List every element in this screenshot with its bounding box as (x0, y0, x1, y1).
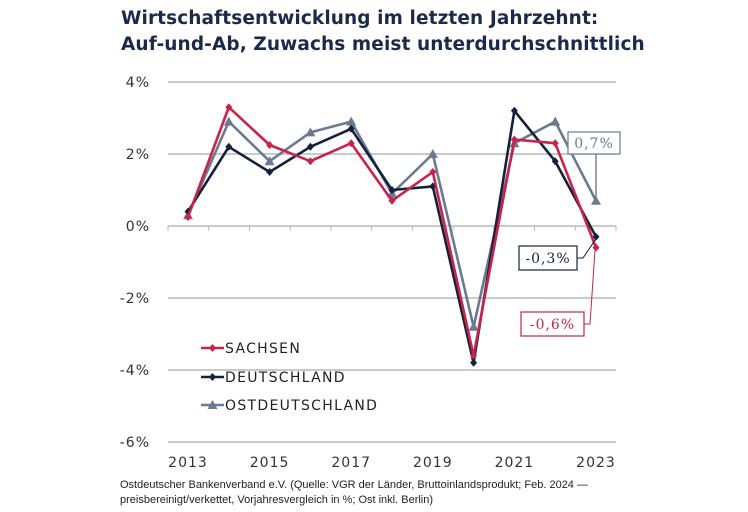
x-tick-label: 2015 (250, 455, 290, 471)
data-point-sachsen (266, 141, 274, 149)
y-axis-ticks: 4% 2% 0% -2% -4% -6% (120, 75, 150, 451)
annotation-deutschland: -0,3% (518, 238, 597, 271)
data-point-deutschland (551, 157, 559, 166)
data-point-sachsen (388, 196, 396, 205)
data-point-deutschland (225, 142, 233, 151)
annotations: 0,7% -0,3% -0,6% (518, 131, 621, 337)
leader-line (577, 238, 597, 259)
y-tick-label: 0% (126, 219, 150, 235)
source-line1: Ostdeutscher Bankenverband e.V. (Quelle:… (120, 479, 588, 491)
x-tick-label: 2019 (413, 455, 453, 471)
annotation-label: 0,7% (574, 136, 614, 152)
source-note: Ostdeutscher Bankenverband e.V. (Quelle:… (120, 478, 640, 508)
data-point-sachsen (306, 157, 314, 166)
y-tick-label: -6% (120, 435, 150, 451)
data-point-ostdeutschland (550, 116, 561, 126)
series-deutschland (184, 106, 600, 367)
legend-marker-sachsen (209, 344, 216, 352)
data-point-deutschland (510, 106, 518, 115)
data-point-sachsen (429, 168, 437, 176)
data-point-sachsen (225, 103, 233, 112)
annotation-box (520, 311, 585, 337)
data-point-sachsen (592, 243, 600, 252)
data-point-ostdeutschland (305, 127, 316, 137)
data-point-sachsen (347, 139, 355, 148)
x-tick-label: 2017 (331, 455, 371, 471)
annotation-sachsen: -0,6% (520, 250, 596, 337)
x-axis-ticks: 2013 2015 2017 2019 2021 2023 (168, 455, 616, 471)
y-tick-label: 4% (126, 75, 150, 91)
legend-item-sachsen: SACHSEN (201, 341, 301, 357)
legend-item-ostdeutschland: OSTDEUTSCHLAND (201, 398, 378, 414)
data-point-sachsen (184, 213, 192, 221)
y-tick-label: -2% (120, 291, 150, 307)
series-sachsen (184, 103, 600, 360)
annotation-label: -0,6% (530, 317, 575, 333)
legend-marker-deutschland (209, 373, 216, 381)
source-line2: preisbereinigt/verkettet, Vorjahresvergl… (120, 494, 434, 506)
legend: SACHSEN DEUTSCHLAND OSTDEUTSCHLAND (201, 341, 378, 414)
data-point-ostdeutschland (346, 116, 357, 126)
data-point-sachsen (551, 139, 559, 148)
legend-label-ostdeutschland: OSTDEUTSCHLAND (225, 398, 378, 414)
y-tick-label: 2% (126, 147, 150, 163)
legend-label-sachsen: SACHSEN (225, 341, 301, 357)
data-point-ostdeutschland (427, 149, 438, 158)
data-point-deutschland (388, 186, 396, 194)
data-point-deutschland (347, 124, 355, 133)
x-tick-label: 2013 (168, 455, 208, 471)
chart-title-line1: Wirtschaftsentwicklung im letzten Jahrze… (121, 8, 599, 29)
y-tick-label: -4% (120, 363, 150, 379)
annotation-box (518, 245, 578, 271)
data-point-ostdeutschland (591, 195, 601, 205)
data-point-ostdeutschland (468, 321, 479, 331)
x-tick-label: 2023 (576, 455, 616, 471)
series-line-ostdeutschland (186, 120, 598, 329)
legend-marker-ostdeutschland (207, 400, 218, 409)
data-point-sachsen (470, 351, 478, 360)
legend-item-deutschland: DEUTSCHLAND (201, 370, 346, 386)
leader-line (584, 250, 596, 325)
annotation-box (567, 131, 621, 155)
x-tick-label: 2021 (495, 455, 535, 471)
legend-label-deutschland: DEUTSCHLAND (225, 370, 346, 386)
annotation-ostdeutschland: 0,7% (567, 131, 621, 197)
data-point-deutschland (592, 232, 600, 241)
data-point-ostdeutschland (264, 156, 275, 166)
data-point-deutschland (306, 142, 314, 151)
chart-title: Wirtschaftsentwicklung im letzten Jahrze… (121, 6, 645, 58)
data-point-deutschland (470, 358, 478, 367)
data-point-deutschland (266, 168, 274, 176)
data-point-ostdeutschland (223, 116, 234, 126)
data-point-sachsen (510, 135, 518, 144)
chart-title-line2: Auf-und-Ab, Zuwachs meist unterdurchschn… (121, 34, 645, 55)
annotation-label: -0,3% (525, 251, 570, 267)
series-lines (183, 103, 601, 367)
